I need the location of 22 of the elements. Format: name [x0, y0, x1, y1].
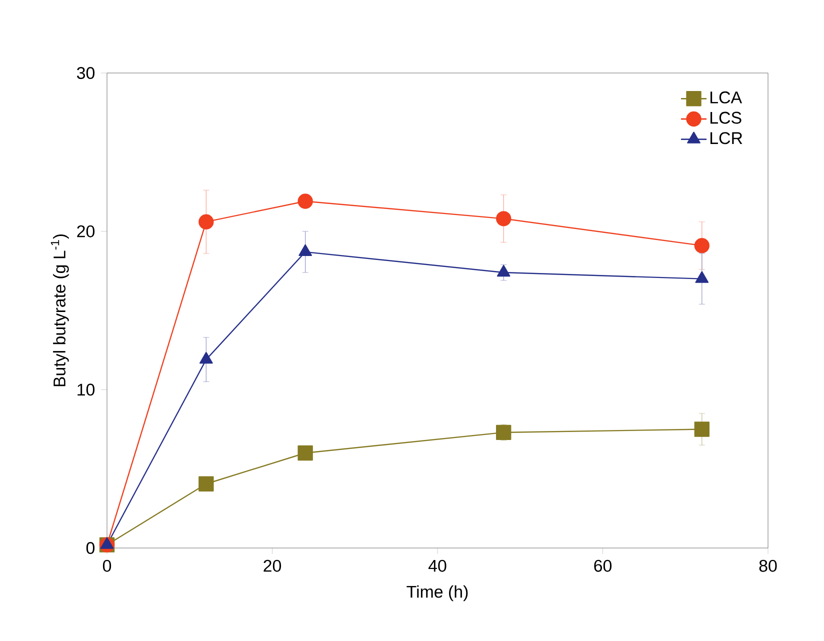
legend-label: LCA [710, 91, 742, 104]
point [496, 211, 512, 226]
x-tick-label: 20 [264, 560, 282, 572]
point [298, 445, 313, 461]
legend-label: LCS [710, 112, 742, 124]
point [496, 424, 512, 440]
y-tick-label: 10 [78, 384, 94, 396]
x-tick-label: 40 [428, 560, 446, 572]
y-tick-label: 30 [76, 66, 94, 79]
x-axis-title: Time (h) [406, 585, 468, 602]
x-tick-label: 60 [594, 560, 612, 572]
point [694, 422, 710, 437]
point [198, 214, 214, 230]
y-axis-title: Butyl butyrate (g L$^{-1}$) [50, 234, 69, 386]
legend-label: LCR [710, 132, 742, 144]
point [694, 238, 710, 254]
point [198, 476, 214, 492]
y-tick-label: 20 [77, 225, 94, 238]
x-tick-label: 80 [759, 560, 777, 572]
y-tick-label: 0 [86, 542, 95, 554]
point [298, 194, 313, 209]
x-tick-label: 0 [102, 560, 112, 572]
